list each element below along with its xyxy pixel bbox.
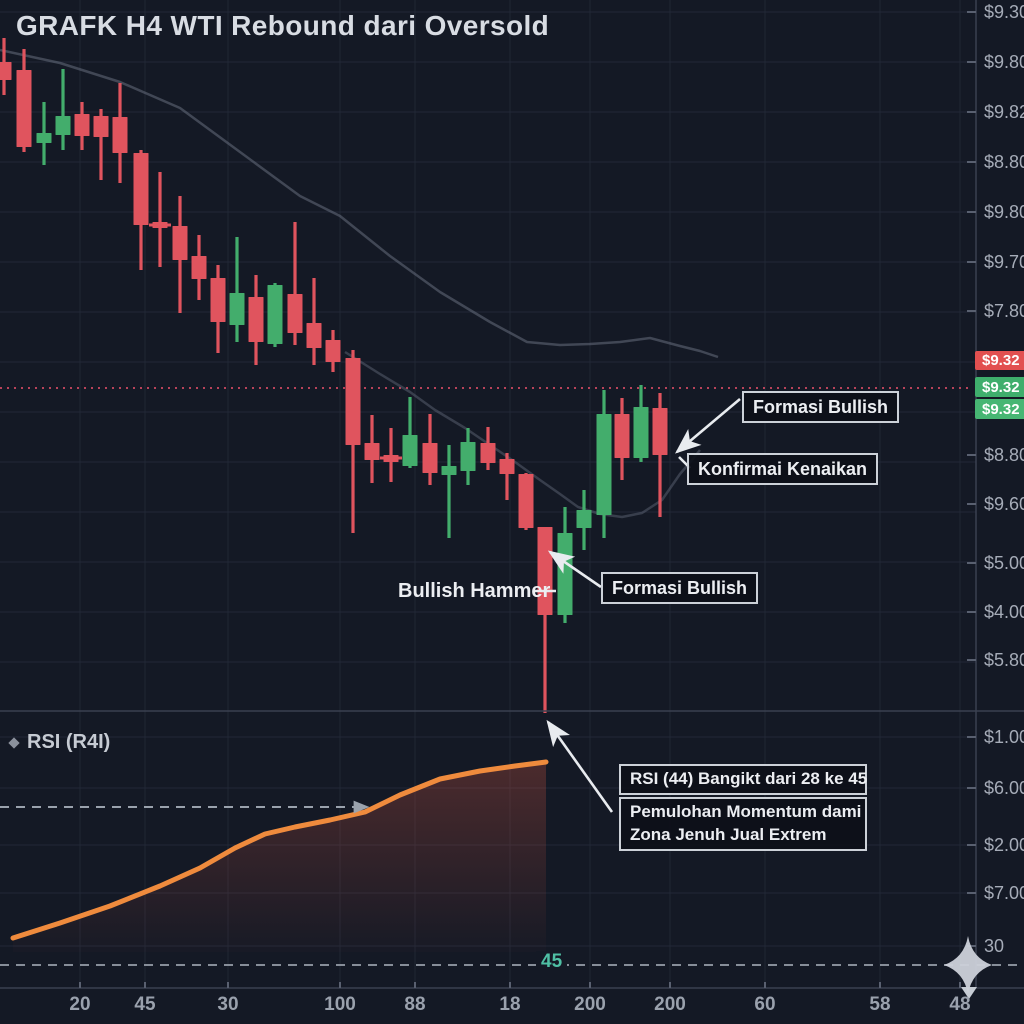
time-axis-label: 20 [69,994,91,1015]
price-axis-label: 30 [984,936,1005,956]
annotation-rsi-momentum-line1: Pemulohan Momentum dami [630,802,862,821]
annotation-bullish-hammer: Bullish Hammer [398,580,551,602]
time-axis-label: 200 [574,994,606,1015]
price-badge: $9.32 [975,399,1024,419]
price-axis-label: $9.70 [984,252,1024,272]
price-axis-label: $5.80 [984,650,1024,670]
price-axis-label: $9.80 [984,52,1024,72]
price-axis-label: $9.30 [984,2,1024,22]
time-axis-label: 60 [754,994,776,1015]
time-axis-label: 45 [134,994,156,1015]
rsi-level-label: 45 [536,951,568,973]
price-axis-label: $8.80 [984,152,1024,172]
chart-title: GRAFK H4 WTI Rebound dari Oversold [16,10,550,41]
price-axis-label: $9.82 [984,102,1024,122]
time-axis-label: 30 [217,994,239,1015]
price-badge: $9.32 [975,351,1024,370]
time-axis-label: 200 [654,994,686,1015]
diamond-icon [8,736,20,749]
rsi-indicator-label-text: RSI (R4I) [27,731,111,753]
time-axis-label: 88 [404,994,426,1015]
annotation-rsi-bounce: RSI (44) Bangikt dari 28 ke 45 [619,764,867,795]
price-axis-label: $4.00 [984,602,1024,622]
price-axis-label: $8.80 [984,445,1024,465]
price-axis-label: $1.00 [984,727,1024,747]
price-axis-label: $2.00 [984,835,1024,855]
annotation-formasi-bullish-mid: Formasi Bullish [601,572,759,605]
price-axis-label: $6.00 [984,778,1024,798]
time-axis-label: 100 [324,994,356,1015]
annotation-konfirmasi-kenaikan: Konfirmai Kenaikan [687,453,879,486]
annotation-rsi-momentum: Pemulohan Momentum dami Zona Jenuh Jual … [619,797,867,851]
annotation-rsi-momentum-line2: Zona Jenuh Jual Extrem [630,824,827,844]
time-axis-label: 18 [499,994,521,1015]
annotation-formasi-bullish-top: Formasi Bullish [742,391,900,424]
price-axis-label: $7.00 [984,883,1024,903]
time-axis-label: 58 [869,994,891,1015]
price-axis-label: $5.00 [984,553,1024,573]
price-badge: $9.32 [975,377,1024,397]
time-axis-label: 48 [949,994,971,1015]
price-axis-label: $9.80 [984,202,1024,222]
price-axis-label: $9.60 [984,494,1024,514]
rsi-indicator-label: RSI (R4I) [8,731,111,754]
price-axis-label: $7.80 [984,301,1024,321]
